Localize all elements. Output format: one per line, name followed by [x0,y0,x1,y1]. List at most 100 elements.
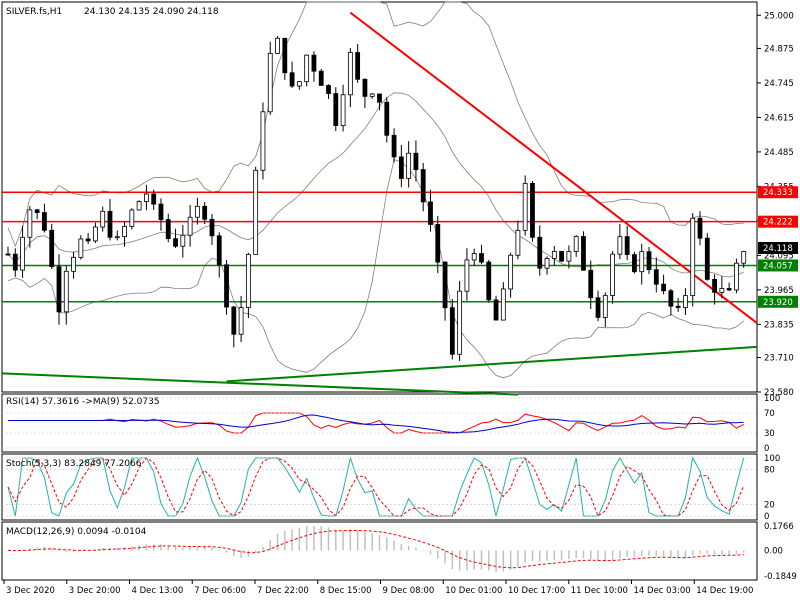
candle-body [304,54,310,83]
rsi-axis: 100 70 30 0 [2,394,780,454]
rsi-ma-line [8,414,744,433]
candle-body [449,307,455,355]
symbol-name: SILVER.fs,H1 [6,7,62,17]
trendlines[interactable] [1,11,758,396]
candle-body [420,169,426,203]
candle-body [85,238,91,242]
stoch-panel [7,456,745,517]
bollinger-lower [7,159,744,379]
price-axis: 25.00024.87524.74524.61524.48524.35524.2… [757,11,794,398]
candle-body [581,236,586,271]
level-label-text: 23.920 [763,298,793,308]
candle-body [588,269,594,299]
candle-body [180,234,186,247]
price-tick-label: 23.580 [764,388,794,398]
candle-body [602,295,608,318]
price-tick-label: 25.000 [764,11,794,21]
candle-body [661,283,666,292]
candle-body [129,209,135,227]
candle-body [595,297,601,318]
candle-body [122,226,127,238]
candle-body [544,258,550,269]
candle-body [610,253,615,296]
candle-body [209,218,215,237]
time-tick-label: 7 Dec 06:00 [194,586,246,596]
candle-body [347,52,353,96]
rsi-line [8,412,744,434]
time-tick-label: 14 Dec 19:00 [696,586,753,596]
stoch-axis: 100 80 20 0 [2,454,780,522]
horizontal-levels[interactable] [2,191,757,303]
level-label-bg [758,259,798,272]
candle-body [646,251,652,271]
candle-body [668,290,674,307]
candle-body [675,305,681,308]
candle-body [690,217,696,296]
panel-tick-label: 30 [764,429,775,439]
ohlc-readout: 24.130 24.135 24.090 24.118 [84,7,219,17]
time-tick-label: 3 Dec 20:00 [69,586,121,596]
candle-body [617,236,623,255]
rsi-header: RSI(14) 57.3616 ->MA(9) 52.0735 [6,397,160,407]
macd-tick-label: 0.00 [764,546,783,556]
candle-body [267,52,273,113]
lower-trendline[interactable] [1,372,518,396]
candle-body [653,269,659,285]
candle-body [624,236,630,256]
candle-body [639,251,645,273]
candle-body [275,37,280,54]
candle-body [231,306,237,335]
candle-body [34,209,40,213]
candle-body [362,78,368,97]
time-tick-label: 10 Dec 01:00 [445,586,502,596]
macd-tick-label: -0.1849 [764,572,797,582]
stoch-main-line [7,456,745,517]
candle-body [20,236,25,271]
candle-body [515,229,521,256]
price-tick-label: 24.875 [764,44,794,54]
candle-body [333,93,339,126]
panel-tick-label: 100 [764,394,780,404]
candle-body [114,236,120,239]
candle-body [697,217,703,239]
candle-body [78,238,84,258]
bollinger-middle [7,92,744,278]
macd-tick-label: 0.1766 [764,522,794,532]
candle-body [566,251,572,262]
resistance-trendline[interactable] [349,11,758,324]
candle-body [500,288,506,321]
candle-body [486,261,492,301]
candle-body [144,193,149,202]
current-price-label: 24.118 [758,242,798,254]
macd-panel [7,526,745,572]
candle-body [355,52,361,80]
time-tick-label: 11 Dec 10:00 [571,586,628,596]
candle-body [683,295,688,308]
price-tick-label: 24.095 [764,251,794,261]
price-tick-label: 24.745 [764,79,794,89]
candle-body [391,134,397,158]
panel-tick-label: 20 [764,500,775,510]
candle-body [93,226,98,242]
price-tick-label: 24.485 [764,148,794,158]
time-tick-label: 8 Dec 15:00 [320,586,372,596]
level-label-bg [758,295,798,308]
candle-body [435,224,441,263]
candle-body [245,253,251,308]
candle-body [457,290,463,355]
level-labels: 24.333 24.222 24.057 23.920 [758,186,798,308]
time-tick-label: 10 Dec 17:00 [508,586,565,596]
candle-body [318,70,324,86]
candle-body [508,254,514,290]
support-trendline[interactable] [226,345,758,383]
candle-body [63,270,69,313]
candle-body [471,253,477,261]
candle-body [704,237,710,280]
candle-body [719,288,725,293]
candle-body [49,229,55,268]
candle-body [289,72,295,87]
candle-body [282,37,288,74]
candle-body [712,279,717,293]
panel-tick-label: 70 [764,409,775,419]
